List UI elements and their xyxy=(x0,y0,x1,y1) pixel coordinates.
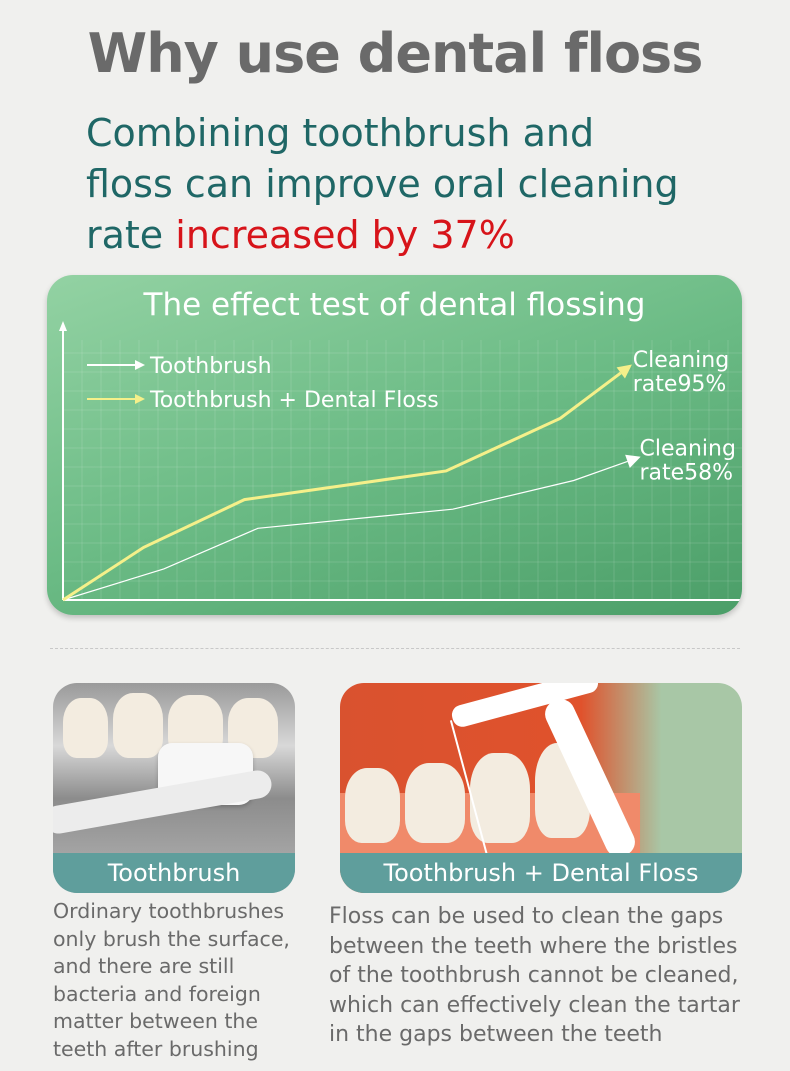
y-axis-arrow xyxy=(59,321,67,331)
desc-line: teeth after brushing xyxy=(53,1036,259,1061)
subtitle-line-2: floss can improve oral cleaning xyxy=(86,162,679,206)
series-line-1 xyxy=(62,371,622,602)
toothbrush-photo: Toothbrush xyxy=(53,683,295,893)
desc-line: Ordinary toothbrushes xyxy=(53,899,285,923)
subtitle-line-1: Combining toothbrush and xyxy=(86,111,595,155)
floss-description: Floss can be used to clean the gaps betw… xyxy=(329,902,769,1050)
legend-arrow xyxy=(135,360,145,370)
desc-line: which can effectively clean the tartar xyxy=(329,992,740,1018)
end-label: rate95% xyxy=(633,372,727,397)
legend-label: Toothbrush + Dental Floss xyxy=(149,388,439,413)
subtitle-line-3: rate increased by 37% xyxy=(86,210,766,261)
desc-line: between the teeth where the bristles xyxy=(329,933,738,959)
subtitle: Combining toothbrush and floss can impro… xyxy=(86,108,766,261)
desc-line: only brush the surface, xyxy=(53,926,290,951)
series-arrow-0 xyxy=(625,454,641,468)
end-label: Cleaning xyxy=(639,436,735,461)
panel-label-floss: Toothbrush + Dental Floss xyxy=(340,853,742,893)
end-label: rate58% xyxy=(639,460,733,485)
desc-line: matter between the xyxy=(53,1009,258,1033)
panel-label-toothbrush: Toothbrush xyxy=(53,853,295,893)
series-arrow-1 xyxy=(616,364,632,379)
subtitle-prefix: rate xyxy=(86,213,176,257)
page-title: Why use dental floss xyxy=(87,22,704,85)
desc-line: Floss can be used to clean the gaps xyxy=(329,904,724,929)
chart-card: Cleaning rate58% Toothbrush Cleaning rate95%… xyxy=(47,275,742,615)
divider xyxy=(50,648,740,649)
chart-title: The effect test of dental flossing xyxy=(143,287,646,323)
floss-photo: Toothbrush + Dental Floss xyxy=(340,683,742,893)
desc-line: of the toothbrush cannot be cleaned, xyxy=(329,963,739,988)
legend-label: Toothbrush xyxy=(149,354,272,379)
series-line-0 xyxy=(62,460,628,601)
desc-line: bacteria and foreign xyxy=(53,981,261,1006)
toothbrush-description: Ordinary toothbrushes only brush the sur… xyxy=(53,898,303,1063)
desc-line: and there are still xyxy=(53,954,235,978)
desc-line: in the gaps between the teeth xyxy=(329,1022,663,1047)
legend-arrow xyxy=(135,394,145,404)
end-label: Cleaning xyxy=(633,348,729,373)
subtitle-highlight: increased by 37% xyxy=(175,213,515,257)
